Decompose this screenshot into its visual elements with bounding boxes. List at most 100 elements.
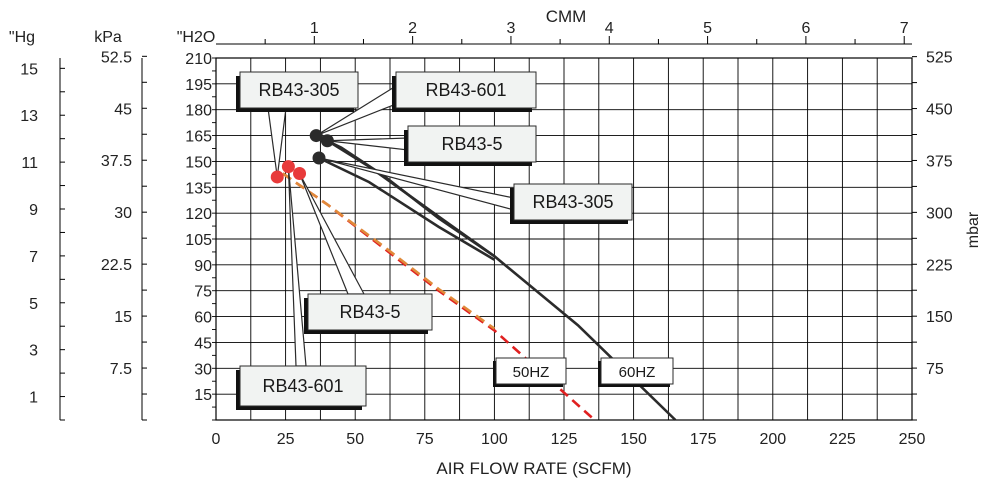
callout-label: RB43-601 <box>425 80 506 100</box>
mbar-tick-label: 375 <box>926 153 953 170</box>
x-tick-label: 75 <box>416 431 434 448</box>
callout: RB43-601 <box>392 71 537 112</box>
x-tick-label: 175 <box>690 431 717 448</box>
data-marker <box>270 170 284 184</box>
x-top-tick-label: 5 <box>703 20 712 37</box>
y-tick-label: 30 <box>194 361 212 378</box>
callout: RB43-5 <box>404 125 537 166</box>
callout-box <box>239 71 359 109</box>
hg-tick-label: 11 <box>21 155 38 172</box>
hg-tick-label: 15 <box>20 61 38 78</box>
callout-box <box>307 293 433 331</box>
series-line <box>282 172 496 330</box>
hz-label-box <box>600 357 674 385</box>
x-axis-title: AIR FLOW RATE (SCFM) <box>436 459 631 478</box>
kpa-tick-label: 22.5 <box>101 257 132 274</box>
x-top-tick-label: 1 <box>310 20 319 37</box>
callout: RB43-601 <box>236 365 367 410</box>
data-marker <box>281 160 295 174</box>
callout: RB43-305 <box>236 71 359 112</box>
kpa-tick-label: 15 <box>114 309 132 326</box>
hg-tick-label: 1 <box>29 390 38 407</box>
hg-tick-label: 5 <box>29 296 38 313</box>
hg-tick-label: 7 <box>29 249 38 266</box>
y-tick-label: 60 <box>194 310 212 327</box>
hg-tick-label: 13 <box>20 108 38 125</box>
x-axis: 0 25 50 75 100 125 150 175 200 225 250 AIR FLOW RAT… <box>212 431 926 478</box>
mbar-tick-label: 225 <box>926 257 953 274</box>
kpa-tick-label: 45 <box>114 101 132 118</box>
y-tick-label: 90 <box>194 258 212 275</box>
y-tick-label: 45 <box>194 335 212 352</box>
x-tick-label: 100 <box>481 431 508 448</box>
hz-label-box <box>495 357 567 385</box>
callout-box <box>395 71 537 109</box>
hz-label-text: 60HZ <box>619 364 656 381</box>
x-top-tick-label: 6 <box>801 20 810 37</box>
hg-axis-title: "Hg <box>9 29 35 46</box>
mbar-tick-label: 150 <box>926 309 953 326</box>
x-tick-label: 25 <box>277 431 295 448</box>
x-tick-label: 0 <box>212 431 221 448</box>
callout-label: RB43-305 <box>258 80 339 100</box>
mbar-tick-label: 450 <box>926 102 953 119</box>
y-tick-label: 195 <box>185 77 212 94</box>
y-tick-label: 180 <box>185 103 212 120</box>
callout-leader <box>298 173 366 295</box>
y-tick-label: 120 <box>185 206 212 223</box>
callout-label: RB43-601 <box>262 376 343 396</box>
hz-label: 50HZ <box>493 357 567 387</box>
x-tick-label: 50 <box>346 431 364 448</box>
y-tick-label: 75 <box>194 284 212 301</box>
callout-box <box>513 183 633 221</box>
markers <box>270 129 334 184</box>
kpa-tick-label: 37.5 <box>101 153 132 170</box>
y-tick-label: 105 <box>185 232 212 249</box>
y-tick-label: 15 <box>194 387 212 404</box>
x-top-tick-label: 4 <box>605 20 614 37</box>
callout: RB43-305 <box>510 183 633 224</box>
callout-box <box>407 125 537 163</box>
mbar-tick-label: 300 <box>926 205 953 222</box>
callout-label: RB43-5 <box>339 302 400 322</box>
hg-tick-label: 3 <box>29 343 38 360</box>
callouts: RB43-305 RB43-601 RB43-5 RB43-305 RB43-5 RB43… <box>236 71 633 410</box>
data-marker <box>293 166 307 180</box>
callout-label: RB43-305 <box>532 192 613 212</box>
left-unit-scales: "H2O153045607590105120135150165180195210… <box>9 29 216 421</box>
x-top-tick-label: 2 <box>408 20 417 37</box>
x-top-tick-label: 3 <box>506 20 515 37</box>
kpa-axis-title: kPa <box>94 29 122 46</box>
y-tick-label: 150 <box>185 154 212 171</box>
y-tick-label: 135 <box>185 180 212 197</box>
data-marker <box>309 129 323 143</box>
y-axis-title: "H2O <box>177 29 216 46</box>
data-marker <box>312 151 326 165</box>
x-top-tick-label: 7 <box>900 20 909 37</box>
callout-box <box>239 365 367 407</box>
hg-tick-label: 9 <box>29 202 38 219</box>
hz-label-text: 50HZ <box>513 364 550 381</box>
callout-leader <box>287 166 307 367</box>
mbar-axis-title: mbar <box>965 211 982 248</box>
hz-labels: 50HZ 60HZ <box>493 357 674 387</box>
y-tick-label: 165 <box>185 129 212 146</box>
x-top-axis-title: CMM <box>546 7 587 26</box>
series-line <box>318 156 496 261</box>
y-tick-label: 210 <box>185 51 212 68</box>
kpa-tick-label: 30 <box>114 205 132 222</box>
mbar-tick-label: 75 <box>926 361 944 378</box>
x-tick-label: 200 <box>759 431 786 448</box>
x-tick-label: 225 <box>829 431 856 448</box>
callout: RB43-5 <box>304 293 433 334</box>
x-tick-label: 250 <box>899 431 926 448</box>
kpa-tick-label: 52.5 <box>101 49 132 66</box>
x-top-axis: 1 2 3 4 5 6 7 CMM <box>216 7 912 45</box>
kpa-tick-label: 7.5 <box>110 361 132 378</box>
hz-label: 60HZ <box>598 357 674 387</box>
data-marker <box>320 134 334 148</box>
right-mbar-scale: 525 450 375 300 225 150 75 mbar <box>912 50 982 421</box>
callout-label: RB43-5 <box>441 134 502 154</box>
